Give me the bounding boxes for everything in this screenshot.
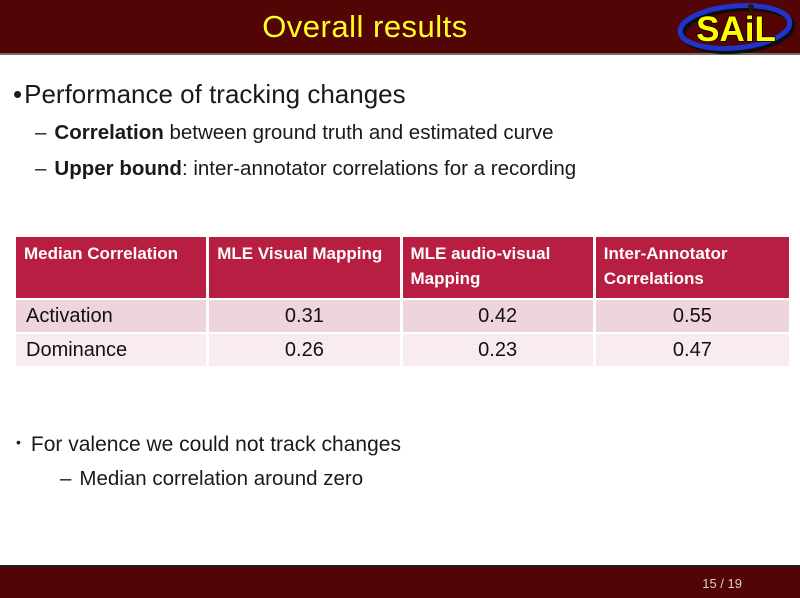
results-table: Median Correlation MLE Visual Mapping ML…	[16, 237, 789, 369]
bullet-icon: •	[13, 79, 23, 109]
logo-figure-icon	[746, 4, 756, 15]
sub-bullet-correlation: – Correlation between ground truth and es…	[35, 121, 554, 145]
activation-mle-audio-visual-value: 0.42	[402, 300, 596, 335]
table-header-inter-annotator: Inter-Annotator Correlations	[595, 237, 789, 301]
title-bar: Overall results SAiL	[0, 0, 800, 55]
sub-bullet-correlation-bold: Correlation	[54, 121, 164, 144]
dominance-mle-audio-visual-value: 0.23	[402, 334, 596, 369]
activation-mle-visual-value: 0.31	[209, 300, 403, 335]
table-row-dominance: Dominance 0.26 0.23 0.47	[16, 334, 789, 369]
page-number: 15 / 19	[702, 576, 742, 591]
bullet-performance: •Performance of tracking changes	[13, 79, 406, 110]
sail-logo: SAiL	[677, 3, 796, 54]
bullet-performance-text: Performance of tracking changes	[24, 79, 406, 109]
dominance-mle-visual-value: 0.26	[209, 334, 403, 369]
bullet-valence: • For valence we could not track changes	[16, 433, 401, 457]
table-header-median-correlation: Median Correlation	[16, 237, 210, 301]
bullet-valence-text: For valence we could not track changes	[30, 433, 401, 456]
logo-ellipse-icon	[677, 3, 796, 54]
page-title: Overall results	[262, 9, 468, 44]
dash-icon: –	[35, 157, 47, 180]
dominance-inter-annotator-value: 0.47	[595, 334, 789, 369]
sub-bullet-correlation-rest: between ground truth and estimated curve	[163, 121, 554, 144]
row-label-activation: Activation	[16, 300, 210, 335]
row-label-dominance: Dominance	[16, 334, 210, 369]
table-header-mle-audio-visual: MLE audio-visual Mapping	[402, 237, 596, 301]
table-header-row: Median Correlation MLE Visual Mapping ML…	[16, 237, 789, 301]
sub-bullet-upper-bound: – Upper bound: inter-annotator correlatio…	[35, 157, 576, 181]
sub-bullet-upper-bound-rest: : inter-annotator correlations for a rec…	[181, 157, 577, 180]
footer-bar: 15 / 19	[0, 565, 800, 598]
sub-bullet-median-zero-text: Median correlation around zero	[79, 467, 364, 490]
dash-icon: –	[60, 467, 72, 490]
sub-bullet-median-zero: – Median correlation around zero	[60, 467, 363, 491]
activation-inter-annotator-value: 0.55	[595, 300, 789, 335]
logo-text: SAiL	[696, 10, 776, 49]
bullet-icon: •	[16, 434, 21, 450]
table-row-activation: Activation 0.31 0.42 0.55	[16, 300, 789, 335]
sub-bullet-upper-bound-bold: Upper bound	[54, 157, 182, 180]
dash-icon: –	[35, 121, 47, 144]
table-header-mle-visual: MLE Visual Mapping	[209, 237, 403, 301]
